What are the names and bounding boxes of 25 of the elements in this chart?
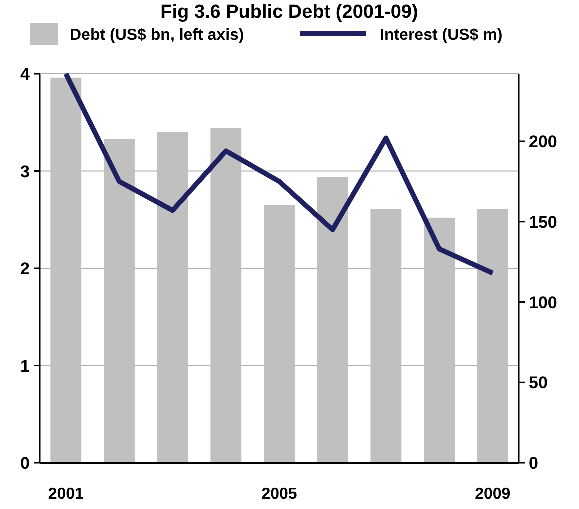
- x-tick-label: 2009: [475, 486, 511, 503]
- y-tick-label: 2: [20, 260, 30, 278]
- y2-tick-label: 50: [529, 374, 548, 393]
- bar: [157, 132, 188, 463]
- chart-title: Fig 3.6 Public Debt (2001-09): [160, 2, 418, 23]
- bar: [50, 78, 82, 463]
- legend-label: Interest (US$ m): [380, 27, 503, 44]
- bar: [104, 139, 135, 463]
- y2-tick-label: 200: [529, 132, 558, 152]
- x-tick-label: 2001: [48, 486, 84, 503]
- y2-tick-label: 150: [529, 212, 558, 232]
- y-tick-label: 4: [20, 65, 31, 84]
- bar: [424, 218, 455, 463]
- y2-tick-label: 0: [529, 454, 538, 473]
- bar: [477, 209, 508, 463]
- y-tick-label: 1: [20, 356, 30, 376]
- bar: [317, 177, 348, 463]
- legend-label: Debt (US$ bn, left axis): [70, 27, 244, 44]
- bar: [370, 209, 402, 463]
- bar: [264, 205, 295, 463]
- x-tick-label: 2005: [262, 486, 298, 503]
- y2-tick-label: 100: [529, 293, 558, 312]
- y-tick-label: 0: [20, 454, 30, 473]
- y-tick-label: 3: [20, 162, 30, 182]
- bar: [210, 128, 242, 463]
